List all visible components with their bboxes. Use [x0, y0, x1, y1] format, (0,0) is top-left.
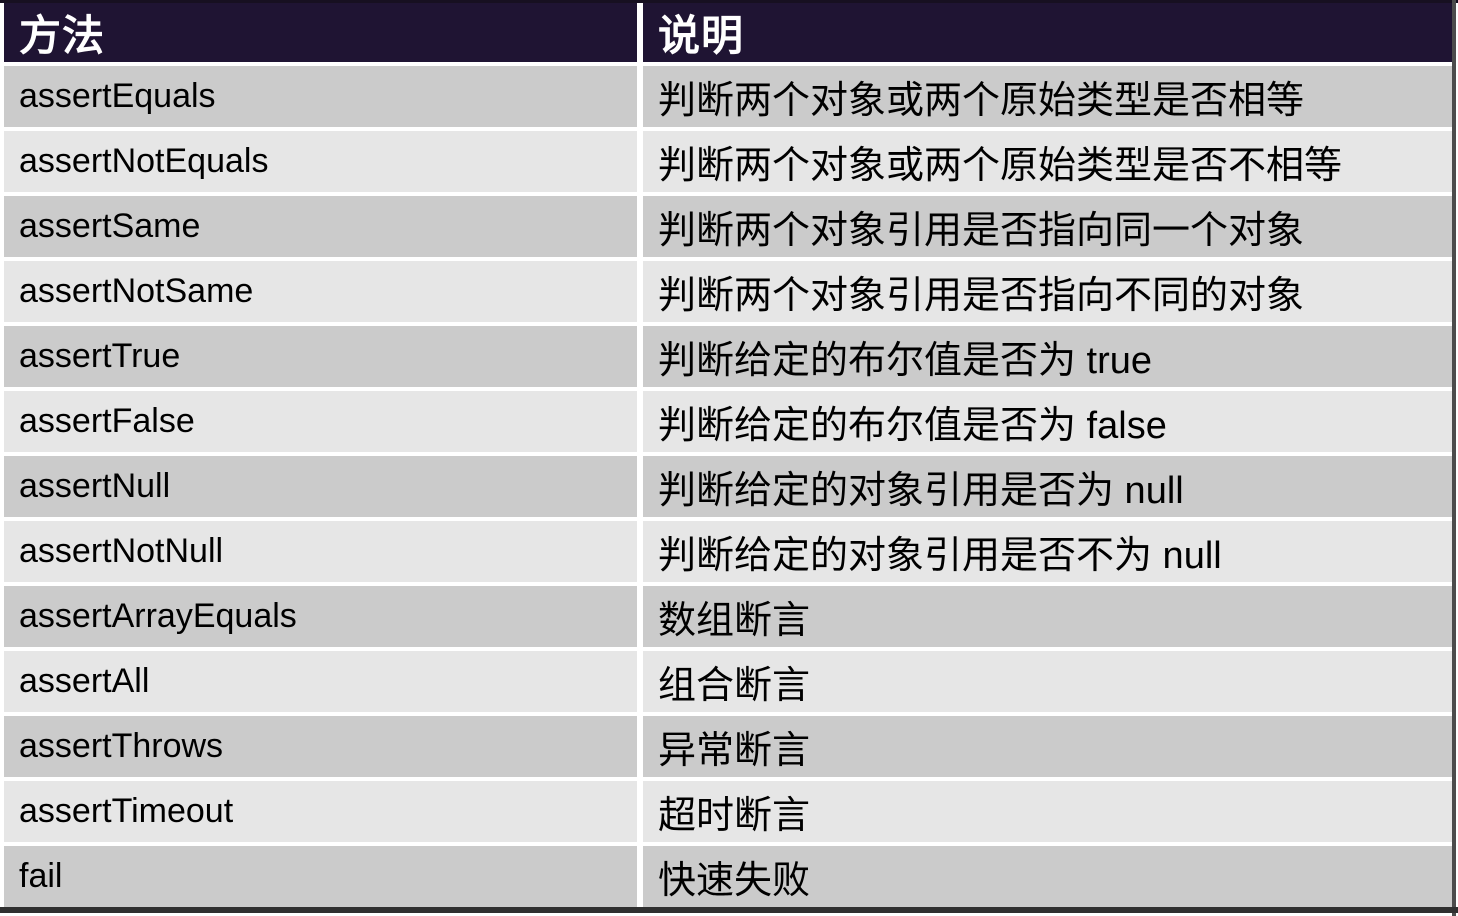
table-row: assertTrue 判断给定的布尔值是否为 true — [4, 326, 1452, 387]
description-cell: 判断给定的布尔值是否为 true — [643, 326, 1452, 387]
bottom-border — [0, 907, 1458, 913]
header-method-cell: 方法 — [4, 3, 637, 62]
description-cell: 判断给定的对象引用是否为 null — [643, 456, 1452, 517]
method-cell: assertTimeout — [4, 781, 637, 842]
method-cell: assertTrue — [4, 326, 637, 387]
description-cell: 判断两个对象或两个原始类型是否相等 — [643, 66, 1452, 127]
table-row: assertThrows 异常断言 — [4, 716, 1452, 777]
method-cell: assertNull — [4, 456, 637, 517]
method-cell: assertFalse — [4, 391, 637, 452]
method-cell: assertEquals — [4, 66, 637, 127]
description-cell: 组合断言 — [643, 651, 1452, 712]
table-row: assertNotNull 判断给定的对象引用是否不为 null — [4, 521, 1452, 582]
description-cell: 判断两个对象引用是否指向不同的对象 — [643, 261, 1452, 322]
table-row: fail 快速失败 — [4, 846, 1452, 907]
table-row: assertNull 判断给定的对象引用是否为 null — [4, 456, 1452, 517]
description-cell: 快速失败 — [643, 846, 1452, 907]
top-border — [0, 0, 1458, 3]
table-row: assertTimeout 超时断言 — [4, 781, 1452, 842]
description-cell: 超时断言 — [643, 781, 1452, 842]
table-header-row: 方法 说明 — [4, 3, 1452, 62]
method-cell: assertThrows — [4, 716, 637, 777]
description-cell: 判断两个对象或两个原始类型是否不相等 — [643, 131, 1452, 192]
method-cell: assertNotNull — [4, 521, 637, 582]
table-row: assertEquals 判断两个对象或两个原始类型是否相等 — [4, 66, 1452, 127]
right-border — [1452, 0, 1456, 916]
method-cell: assertNotSame — [4, 261, 637, 322]
description-cell: 数组断言 — [643, 586, 1452, 647]
method-cell: assertArrayEquals — [4, 586, 637, 647]
description-cell: 判断给定的对象引用是否不为 null — [643, 521, 1452, 582]
table-row: assertArrayEquals 数组断言 — [4, 586, 1452, 647]
table-row: assertSame 判断两个对象引用是否指向同一个对象 — [4, 196, 1452, 257]
method-cell: assertAll — [4, 651, 637, 712]
description-cell: 判断两个对象引用是否指向同一个对象 — [643, 196, 1452, 257]
method-cell: assertNotEquals — [4, 131, 637, 192]
assertion-methods-table: 方法 说明 assertEquals 判断两个对象或两个原始类型是否相等 ass… — [4, 3, 1452, 907]
table-row: assertFalse 判断给定的布尔值是否为 false — [4, 391, 1452, 452]
description-cell: 判断给定的布尔值是否为 false — [643, 391, 1452, 452]
table-row: assertNotSame 判断两个对象引用是否指向不同的对象 — [4, 261, 1452, 322]
method-cell: fail — [4, 846, 637, 907]
table-row: assertNotEquals 判断两个对象或两个原始类型是否不相等 — [4, 131, 1452, 192]
method-cell: assertSame — [4, 196, 637, 257]
header-description-cell: 说明 — [643, 3, 1452, 62]
table-row: assertAll 组合断言 — [4, 651, 1452, 712]
description-cell: 异常断言 — [643, 716, 1452, 777]
